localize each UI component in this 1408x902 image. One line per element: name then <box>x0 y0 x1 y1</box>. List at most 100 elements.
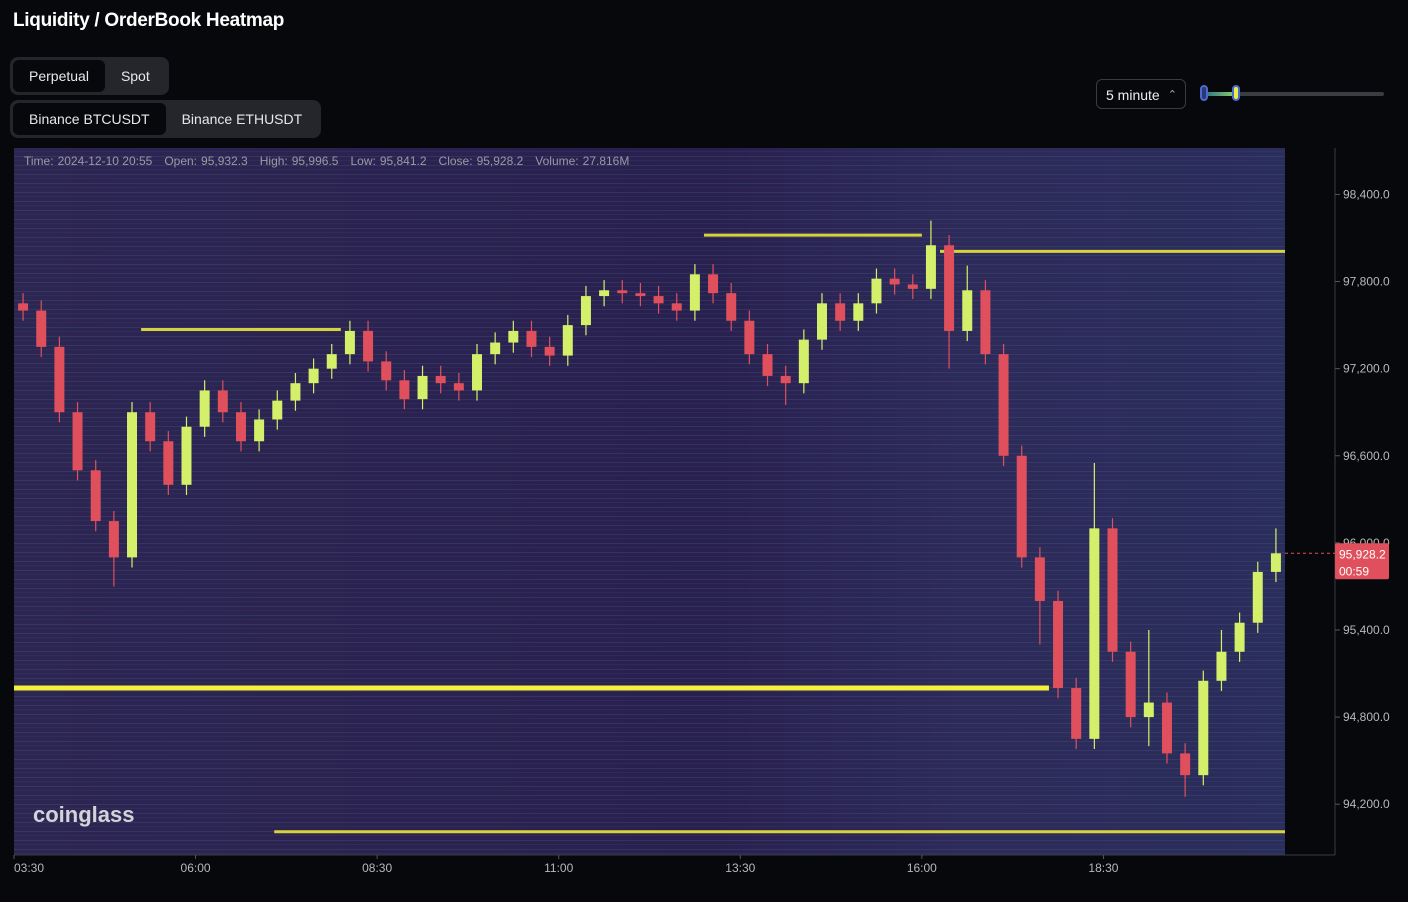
y-tick-label: 97,800.0 <box>1343 275 1390 289</box>
candle-body <box>1180 753 1191 776</box>
candle-body <box>1252 571 1263 623</box>
y-tick-label: 94,200.0 <box>1343 797 1390 811</box>
candle-body <box>72 412 83 471</box>
candle-body <box>1107 528 1118 652</box>
candle-body <box>108 521 119 558</box>
candle-body <box>127 412 138 558</box>
interval-select[interactable]: 5 minute ⌃ <box>1096 79 1186 109</box>
interval-value: 5 minute <box>1106 87 1160 103</box>
candle-body <box>1089 528 1100 739</box>
candle-body <box>1125 651 1136 718</box>
x-tick-label: 11:00 <box>544 861 573 875</box>
candle-body <box>1016 455 1027 558</box>
candle-body <box>381 361 392 381</box>
info-label: High: <box>260 154 288 168</box>
candle-body <box>907 284 918 289</box>
candle-body <box>980 290 991 355</box>
info-item: High: 95,996.5 <box>260 154 339 168</box>
info-bar: Time: 2024-12-10 20:55 Open: 95,932.3 High: 9… <box>24 154 629 168</box>
candle-body <box>363 330 374 362</box>
candle-body <box>344 330 355 355</box>
candle-body <box>744 320 755 355</box>
info-value: 95,996.5 <box>292 154 339 168</box>
candle-body <box>816 303 827 340</box>
info-item: Low: 95,841.2 <box>350 154 426 168</box>
info-label: Close: <box>439 154 473 168</box>
info-value: 95,841.2 <box>380 154 427 168</box>
candle-body <box>181 426 192 485</box>
tab[interactable]: Binance BTCUSDT <box>13 103 166 135</box>
y-tick-label: 96,600.0 <box>1343 449 1390 463</box>
candle-body <box>689 274 700 311</box>
candle-body <box>653 296 664 304</box>
candle-body <box>762 354 773 376</box>
pair-tabs: Binance BTCUSDT Binance ETHUSDT <box>10 100 322 138</box>
candle-body <box>217 390 228 413</box>
candle-body <box>1216 651 1227 681</box>
candle-body <box>308 368 319 384</box>
info-label: Low: <box>350 154 375 168</box>
candle-body <box>326 354 337 369</box>
y-tick-label: 97,200.0 <box>1343 362 1390 376</box>
info-label: Volume: <box>535 154 578 168</box>
candle-body <box>944 245 955 331</box>
candle-body <box>508 330 519 343</box>
info-item: Time: 2024-12-10 20:55 <box>24 154 153 168</box>
candle-body <box>472 354 483 391</box>
candle-body <box>453 383 464 391</box>
candle-body <box>617 290 628 294</box>
info-label: Open: <box>164 154 197 168</box>
candle-body <box>490 342 501 355</box>
candle-body <box>853 303 864 321</box>
page-title: Liquidity / OrderBook Heatmap <box>13 10 285 31</box>
candle-body <box>417 375 428 400</box>
candle-body <box>780 375 791 384</box>
x-tick-label: 08:30 <box>362 861 392 875</box>
y-tick-label: 98,400.0 <box>1343 187 1390 201</box>
candle-body <box>272 400 283 420</box>
tab[interactable]: Binance ETHUSDT <box>181 111 303 127</box>
tab[interactable]: Perpetual <box>13 60 105 92</box>
candle-body <box>1198 680 1209 776</box>
candle-body <box>90 470 101 522</box>
candle-body <box>635 293 646 297</box>
candle-body <box>199 390 210 427</box>
watermark: coinglass <box>33 802 134 827</box>
candle-body <box>599 290 610 297</box>
candle-body <box>580 296 591 326</box>
tab[interactable]: Spot <box>120 68 150 84</box>
candle-body <box>835 303 846 321</box>
candle-body <box>163 441 174 485</box>
price-tag-value: 95,928.2 <box>1339 547 1386 561</box>
candle-body <box>1053 600 1064 689</box>
candle-body <box>708 274 719 294</box>
info-item: Close: 95,928.2 <box>439 154 524 168</box>
candle-body <box>871 278 882 304</box>
price-tag <box>1335 543 1389 580</box>
range-slider[interactable] <box>1200 85 1384 101</box>
info-value: 95,928.2 <box>477 154 524 168</box>
candle-body <box>798 339 809 384</box>
candle-body <box>145 412 156 442</box>
candle-body <box>1161 702 1172 754</box>
candle-body <box>54 346 65 413</box>
market-tabs: Perpetual Spot <box>10 57 169 95</box>
candle-body <box>290 383 301 401</box>
candle-body <box>1034 557 1045 601</box>
x-tick-label: 16:00 <box>907 861 937 875</box>
info-value: 27.816M <box>583 154 630 168</box>
candle-body <box>925 245 936 289</box>
x-tick-label: 13:30 <box>725 861 755 875</box>
info-value: 2024-12-10 20:55 <box>58 154 153 168</box>
info-item: Volume: 27.816M <box>535 154 629 168</box>
candle-body <box>998 354 1009 456</box>
candle-body <box>1270 553 1281 572</box>
candle-body <box>526 330 537 347</box>
x-tick-label: 06:00 <box>181 861 211 875</box>
y-tick-label: 95,400.0 <box>1343 623 1390 637</box>
candle-body <box>671 303 682 311</box>
candle-body <box>1071 688 1082 739</box>
candle-body <box>254 419 265 442</box>
